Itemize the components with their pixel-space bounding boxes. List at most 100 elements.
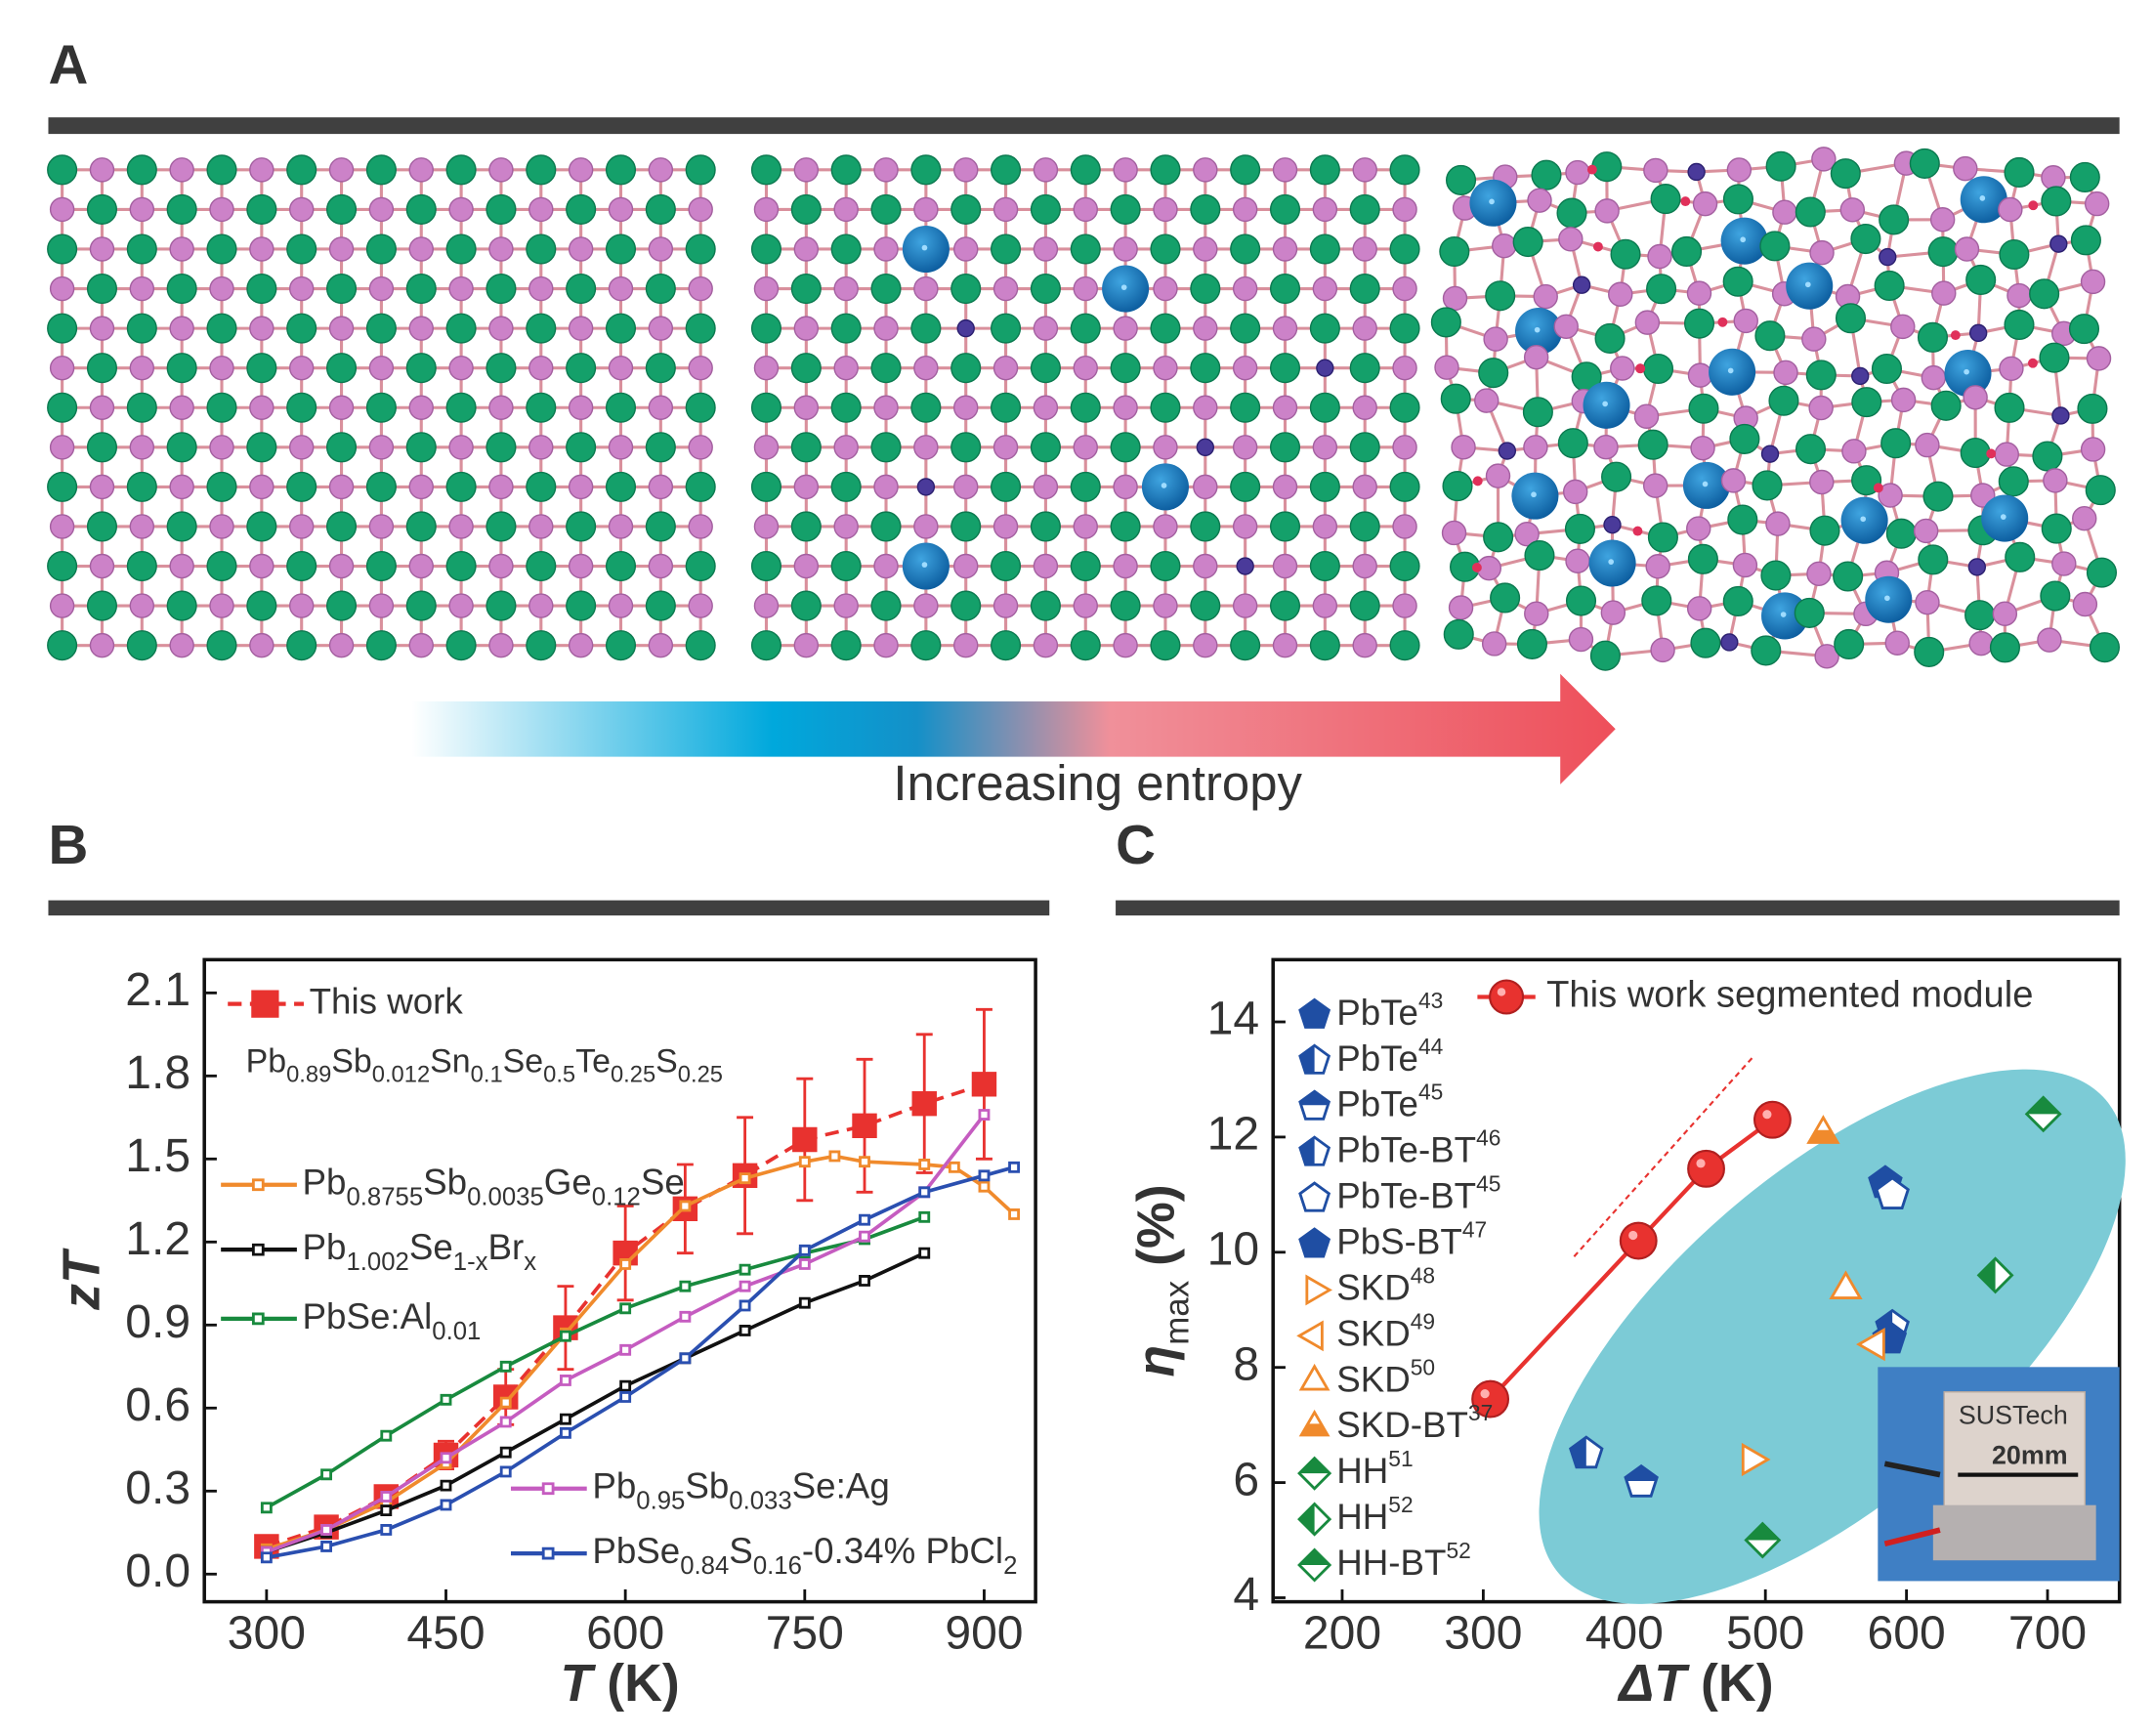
atom bbox=[753, 196, 780, 223]
atom bbox=[566, 353, 597, 384]
marker bbox=[541, 1546, 555, 1560]
atom bbox=[1492, 233, 1517, 259]
atom bbox=[2089, 632, 2120, 663]
atom bbox=[486, 193, 517, 225]
atom bbox=[1349, 511, 1380, 542]
marker-body bbox=[1875, 1176, 1910, 1209]
atom bbox=[2037, 627, 2062, 653]
marker bbox=[918, 1210, 931, 1223]
atom bbox=[206, 392, 237, 423]
atom bbox=[2077, 393, 2108, 424]
atom bbox=[793, 316, 820, 341]
marker bbox=[1305, 1274, 1332, 1306]
marker-body bbox=[918, 1210, 931, 1223]
marker bbox=[499, 1446, 512, 1459]
atom bbox=[1642, 353, 1674, 385]
atom bbox=[326, 193, 358, 225]
atom bbox=[830, 630, 862, 661]
atom bbox=[1073, 196, 1098, 223]
atom bbox=[1814, 644, 1839, 669]
atom-highlight bbox=[1608, 559, 1614, 565]
marker bbox=[2024, 1095, 2062, 1133]
atom bbox=[1601, 461, 1632, 492]
atom bbox=[408, 316, 434, 341]
marker-body bbox=[619, 1343, 632, 1356]
marker-body bbox=[978, 1169, 991, 1182]
marker-body bbox=[380, 1429, 393, 1442]
atom bbox=[873, 474, 899, 500]
atom bbox=[1913, 518, 1939, 544]
legend-label: PbTe-BT45 bbox=[1336, 1171, 1500, 1216]
atom bbox=[2029, 278, 2060, 310]
marker bbox=[440, 1452, 452, 1464]
marker bbox=[1296, 1320, 1324, 1352]
atom bbox=[169, 395, 194, 420]
atom bbox=[86, 193, 118, 225]
legend-label: PbTe43 bbox=[1336, 988, 1443, 1033]
atom bbox=[648, 553, 674, 579]
x-tick-label: 400 bbox=[1585, 1608, 1664, 1660]
marker bbox=[978, 1169, 991, 1182]
atom bbox=[870, 511, 902, 542]
atom bbox=[1565, 159, 1590, 186]
atom bbox=[648, 395, 674, 420]
atom bbox=[1915, 589, 1940, 615]
atom bbox=[688, 593, 713, 618]
atom bbox=[688, 514, 713, 539]
atom bbox=[246, 511, 277, 542]
atom bbox=[913, 514, 939, 539]
atom bbox=[1389, 630, 1420, 661]
atom-highlight bbox=[1602, 401, 1608, 407]
atom bbox=[2041, 513, 2072, 544]
atom bbox=[991, 154, 1022, 186]
atom bbox=[1190, 353, 1221, 384]
atom bbox=[368, 355, 395, 381]
atom bbox=[1760, 445, 1780, 463]
atom bbox=[405, 432, 437, 463]
atom bbox=[1642, 473, 1668, 498]
marker-half bbox=[1299, 1549, 1330, 1566]
atom bbox=[129, 355, 155, 381]
marker bbox=[1298, 1135, 1331, 1166]
series-line bbox=[266, 1250, 926, 1554]
atom bbox=[1850, 224, 1881, 255]
atom bbox=[1113, 474, 1138, 500]
atom bbox=[1472, 476, 1483, 487]
legend-label: PbSe0.84​S0.16​-0.34% PbCl2​ bbox=[592, 1531, 1017, 1580]
marker-body bbox=[260, 1551, 273, 1564]
atom bbox=[2051, 551, 2077, 576]
marker-body bbox=[1008, 1161, 1020, 1173]
atom bbox=[1954, 236, 1980, 262]
marker-body bbox=[541, 1482, 555, 1496]
atom bbox=[1073, 514, 1098, 539]
atom bbox=[249, 632, 275, 658]
atom bbox=[328, 632, 355, 658]
marker-body bbox=[320, 1468, 333, 1481]
atom bbox=[1890, 314, 1916, 340]
marker bbox=[380, 1504, 393, 1517]
atom bbox=[1637, 429, 1668, 460]
atom bbox=[1562, 479, 1588, 505]
atom bbox=[2070, 225, 2101, 256]
atom bbox=[950, 432, 982, 463]
atom bbox=[1443, 618, 1474, 650]
atom bbox=[566, 193, 597, 225]
atom bbox=[408, 632, 434, 658]
marker-body bbox=[380, 1504, 393, 1517]
atom bbox=[408, 157, 434, 183]
marker-body bbox=[859, 1213, 870, 1226]
marker bbox=[499, 1416, 512, 1428]
atom bbox=[873, 632, 899, 658]
atom bbox=[873, 316, 899, 341]
atom bbox=[833, 196, 859, 223]
atom bbox=[1269, 432, 1301, 463]
atom bbox=[1073, 435, 1098, 460]
atom bbox=[873, 553, 899, 579]
atom bbox=[916, 478, 936, 496]
atom bbox=[1033, 632, 1059, 658]
atom bbox=[952, 474, 979, 500]
atom bbox=[129, 275, 155, 302]
marker-half bbox=[1299, 1045, 1315, 1074]
atom bbox=[1230, 154, 1261, 186]
atom bbox=[1524, 540, 1555, 572]
